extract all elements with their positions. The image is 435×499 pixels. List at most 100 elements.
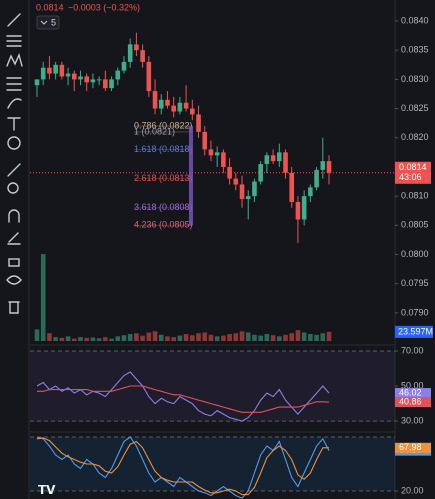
indicator-value-label: 67.98 [399,442,422,452]
y-tick-label: 0.0800 [401,249,429,259]
last-price-label: 0.0814 [399,162,427,172]
volume-bar [326,331,332,341]
candle-body [90,79,96,83]
candle-body [158,99,164,109]
lock-tool[interactable] [8,258,20,267]
volume-bar [276,336,282,341]
emoji-tool[interactable] [7,136,21,150]
volume-bar [115,336,121,341]
candle-body [78,76,83,80]
candle-body [208,149,214,156]
volume-bar [308,334,313,341]
candle-body [127,44,133,62]
indicator-value-label: 40.86 [399,396,422,406]
candle-body [276,152,282,162]
volume-bar [78,337,83,341]
band-fill [30,351,395,422]
candle-body [221,152,226,167]
visibility-tool[interactable] [6,275,22,285]
brush-tool[interactable] [7,98,22,109]
zoom-tool[interactable] [7,182,19,194]
y-tick-label: 0.0790 [401,307,429,317]
delete-tool[interactable] [8,301,20,314]
volume-bar [152,331,158,341]
candle-body [270,155,276,162]
volume-bar [34,329,40,341]
volume-label-box [395,325,433,338]
volume-bar [158,334,164,341]
volume-bar [59,337,65,341]
fib-label: 2.618 (0.0813) [134,173,193,183]
candle-body [177,102,183,112]
countdown: 43:06 [399,172,422,182]
indicator-value-label-box [395,397,431,408]
indicator-line [36,436,330,499]
y-tick-label: 0.0830 [401,74,429,84]
header-change: −0.0003 (−0.32%) [68,2,140,12]
last-price-box [395,161,431,184]
y-tick-label: 0.0835 [401,45,429,55]
volume-bar [289,333,295,341]
ruler-tool[interactable] [7,163,21,177]
trend-tool[interactable] [7,13,21,27]
candle-body [59,64,65,77]
volume-bar [177,335,183,341]
interval-button[interactable] [36,15,60,30]
volume-bar [214,336,220,341]
fib-range [189,126,193,226]
volume-bar [121,335,127,341]
volume-bar [258,335,263,341]
fib-label: 0.786 (0.0822) [134,120,193,130]
text-tool[interactable] [7,117,21,131]
indicator-line [36,437,329,496]
volume-bar [320,333,326,341]
candle-body [115,70,121,80]
y-tick-label: 50.00 [401,380,424,390]
fib-tool[interactable] [6,35,22,47]
volume-bar [127,334,133,341]
candle-body [165,99,170,106]
candle-body [239,184,245,200]
projection-tool[interactable] [6,77,22,91]
candle-body [202,131,208,150]
candle-body [227,166,232,179]
volume-bar [109,338,114,341]
candle-body [190,108,195,115]
volume-bar [227,334,232,341]
y-tick-label: 0.0810 [401,191,429,201]
volume-bar [90,337,96,341]
drawing-mode[interactable] [7,232,21,245]
candle-body [326,161,332,173]
candle-body [171,105,176,112]
pattern-tool[interactable] [6,52,23,67]
candle-body [320,161,326,170]
volume-bar [47,333,52,341]
fib-label: 1 (0.0821) [134,126,175,136]
volume-bar [245,332,251,341]
candle-body [301,196,307,220]
volume-bar [264,334,270,341]
candle-body [40,67,46,80]
volume-bar [301,332,307,341]
candle-body [252,181,257,197]
y-tick-label: 0.0820 [401,132,429,142]
volume-bar [295,330,301,341]
magnet-tool[interactable] [8,209,20,223]
toolbar[interactable] [6,0,30,499]
volume-bar [71,338,77,341]
indicator-value-label: 46.02 [399,387,422,397]
collapse-icon [40,20,48,25]
volume-bar [183,334,189,341]
candle-body [103,79,108,89]
candle-body [258,164,263,182]
volume-bar [146,332,152,341]
fib-label: 4.236 (0.0805) [134,220,193,230]
volume-bar [314,334,319,341]
candle-body [295,201,301,220]
candle-body [34,79,40,86]
candle-body [65,73,71,77]
candle-body [264,155,270,165]
candle-body [134,44,139,51]
